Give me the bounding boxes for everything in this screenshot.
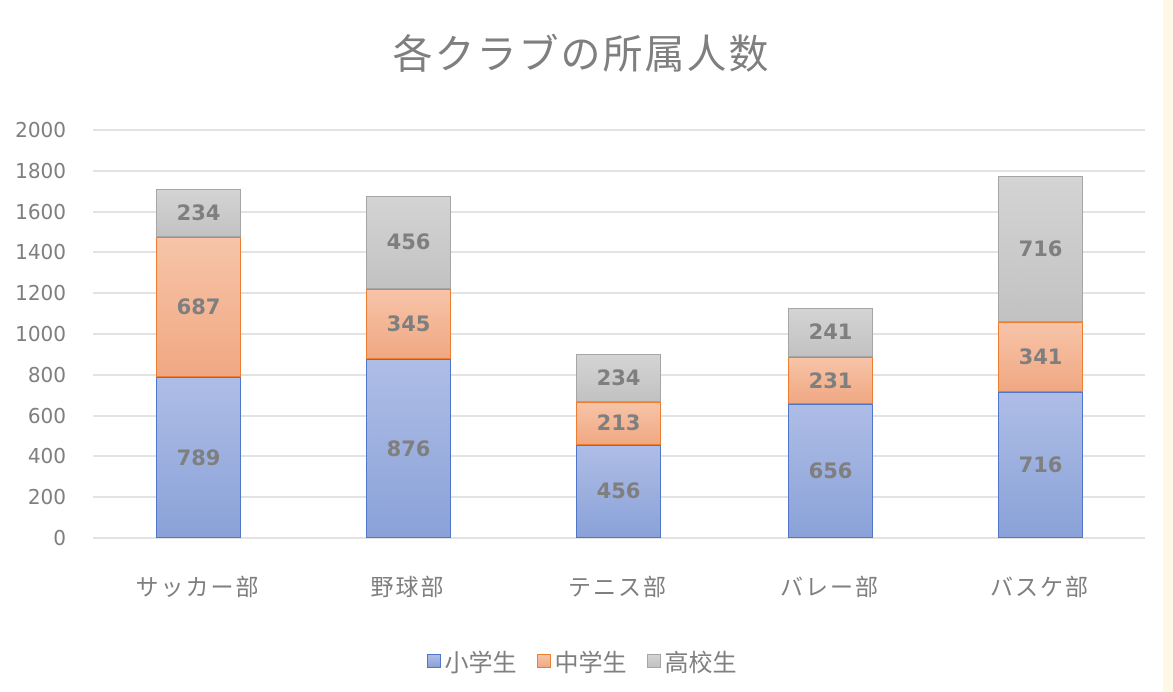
bar-segment[interactable]: 241 <box>788 307 873 358</box>
x-tick-label: 野球部 <box>370 575 446 601</box>
bar-segment[interactable]: 234 <box>156 189 241 237</box>
bar-segment[interactable]: 876 <box>366 359 451 538</box>
bar-segment[interactable]: 716 <box>998 176 1083 323</box>
bar-segment[interactable]: 456 <box>576 444 661 538</box>
side-strip <box>1163 0 1173 692</box>
legend-label: 小学生 <box>444 649 517 677</box>
legend-label: 高校生 <box>664 649 737 677</box>
x-tick-label: サッカー部 <box>135 575 261 601</box>
data-label: 341 <box>1018 345 1063 370</box>
bar-segment[interactable]: 231 <box>788 357 873 405</box>
data-label: 876 <box>386 436 431 461</box>
bar-segment[interactable]: 341 <box>998 322 1083 392</box>
data-label: 241 <box>808 320 853 345</box>
y-tick-label: 800 <box>27 362 66 387</box>
y-tick-label: 1200 <box>15 281 66 306</box>
y-tick-label: 1800 <box>15 158 66 183</box>
gridline <box>93 210 1145 213</box>
gridline <box>93 537 1145 539</box>
data-label: 234 <box>176 201 221 226</box>
data-label: 789 <box>176 445 221 470</box>
data-label: 656 <box>808 459 853 484</box>
y-tick-label: 200 <box>27 485 66 510</box>
y-tick-label: 1400 <box>15 240 66 265</box>
y-tick-label: 2000 <box>15 118 66 142</box>
legend-label: 中学生 <box>554 649 627 677</box>
y-tick-label: 0 <box>53 526 66 550</box>
data-label: 716 <box>1018 237 1063 262</box>
data-label: 345 <box>386 312 431 337</box>
gridline <box>93 169 1145 172</box>
bar-segment[interactable]: 234 <box>576 353 661 402</box>
y-tick-label: 1000 <box>15 322 66 346</box>
gridline <box>93 129 1145 131</box>
y-tick-label: 600 <box>27 403 66 428</box>
chart-title: 各クラブの所属人数 <box>392 32 771 78</box>
bar-segment[interactable]: 345 <box>366 288 451 360</box>
legend-item-high-school[interactable]: 高校生 <box>646 643 737 678</box>
legend: 小学生 中学生 高校生 <box>0 643 1163 678</box>
legend-swatch-icon <box>426 653 441 668</box>
data-label: 213 <box>596 411 641 436</box>
y-tick-label: 1600 <box>15 199 66 224</box>
bar-segment[interactable]: 656 <box>788 404 873 538</box>
data-label: 716 <box>1018 452 1063 477</box>
data-label: 456 <box>596 479 641 504</box>
bar-segment[interactable]: 789 <box>156 377 241 538</box>
legend-item-elementary[interactable]: 小学生 <box>426 643 517 678</box>
x-tick-label: バスケ部 <box>990 575 1090 601</box>
y-tick-label: 400 <box>27 444 66 469</box>
legend-item-junior-high[interactable]: 中学生 <box>536 643 627 678</box>
gridline <box>93 292 1145 295</box>
data-label: 456 <box>386 230 431 255</box>
x-tick-label: バレー部 <box>780 575 880 601</box>
bar-segment[interactable]: 456 <box>366 195 451 289</box>
legend-swatch-icon <box>646 653 661 668</box>
x-tick-label: テニス部 <box>568 575 668 601</box>
legend-swatch-icon <box>536 653 551 668</box>
data-label: 234 <box>596 365 641 390</box>
data-label: 687 <box>176 294 221 319</box>
gridline <box>93 333 1145 335</box>
bar-segment[interactable]: 687 <box>156 236 241 378</box>
bar-segment[interactable]: 213 <box>576 401 661 445</box>
data-label: 231 <box>808 368 853 393</box>
gridline <box>93 251 1145 254</box>
bar-segment[interactable]: 716 <box>998 391 1083 538</box>
